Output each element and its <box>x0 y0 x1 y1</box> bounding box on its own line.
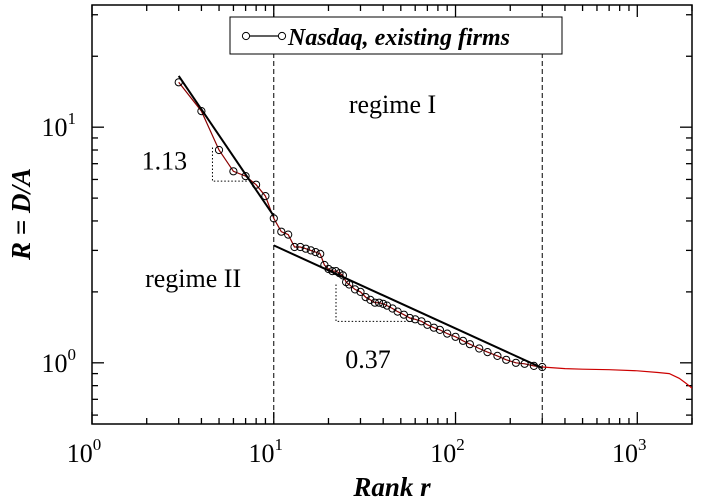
annotation: 1.13 <box>142 147 188 176</box>
data-point <box>423 320 432 329</box>
data-point <box>465 340 474 349</box>
data-point <box>379 299 388 308</box>
y-tick-label: 101 <box>42 109 77 142</box>
data-point <box>356 287 365 296</box>
data-point <box>443 329 452 338</box>
annotations: regime I regime II 1.13 0.37 <box>142 90 437 374</box>
fit-line <box>273 244 543 369</box>
y-axis-title: R = D/A <box>6 168 36 261</box>
data-point <box>366 295 375 304</box>
data-point <box>393 307 402 316</box>
data-point <box>277 227 286 236</box>
annotation: regime II <box>145 264 241 293</box>
tick-labels: 100 101 102 103 100 101 <box>42 109 647 468</box>
data-point <box>417 317 426 326</box>
slope-triangle <box>335 284 413 322</box>
data-point <box>350 285 360 294</box>
legend-label: Nasdaq, existing firms <box>287 25 510 51</box>
x-tick-label: 101 <box>249 435 284 468</box>
annotation: 0.37 <box>345 345 391 374</box>
slope-triangle <box>211 147 248 182</box>
data-point <box>405 313 414 323</box>
x-axis-title: Rank r <box>352 472 431 502</box>
regime-boundaries <box>273 5 543 424</box>
legend: Nasdaq, existing firms <box>229 16 563 55</box>
data-point <box>375 298 384 307</box>
plot-frame <box>91 4 693 425</box>
series-line <box>178 81 543 368</box>
data-point <box>483 348 492 357</box>
data-point <box>311 248 320 257</box>
data-point <box>306 246 315 255</box>
data-series <box>174 78 692 389</box>
data-point <box>296 242 305 252</box>
x-tick-label: 100 <box>67 435 102 468</box>
slope-triangles <box>211 147 413 322</box>
data-point <box>511 358 521 367</box>
data-point <box>229 167 238 176</box>
x-tick-label: 102 <box>430 435 465 468</box>
data-point <box>261 192 270 201</box>
series-line <box>542 366 692 389</box>
data-point <box>502 355 511 364</box>
fit-lines <box>177 75 543 369</box>
y-tick-label: 100 <box>42 345 77 378</box>
fit-line <box>177 75 275 217</box>
data-point <box>197 107 206 116</box>
axis-ticks <box>91 5 693 424</box>
data-point <box>241 172 250 181</box>
legend-marker <box>241 31 251 41</box>
legend-marker <box>277 31 287 41</box>
data-point <box>451 332 460 341</box>
data-point <box>370 298 379 307</box>
data-point <box>435 325 444 334</box>
data-point <box>316 249 325 258</box>
data-point <box>361 293 370 302</box>
data-point <box>284 230 293 239</box>
data-point <box>475 344 484 353</box>
data-point <box>214 145 224 155</box>
data-point <box>301 244 310 253</box>
annotation: regime I <box>349 90 436 119</box>
data-point <box>429 323 438 332</box>
x-tick-label: 103 <box>612 435 647 468</box>
data-point <box>290 242 299 252</box>
data-point <box>458 336 468 345</box>
data-point <box>493 351 502 360</box>
